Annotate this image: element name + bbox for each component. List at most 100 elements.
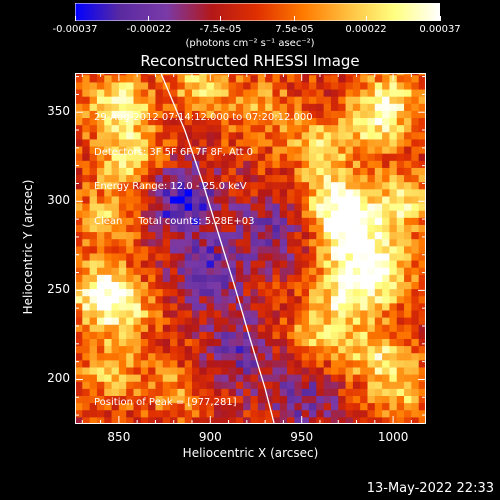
heatmap-cell (301, 281, 310, 290)
heatmap-cell (396, 153, 405, 161)
colorbar-tick-label: 0.00022 (345, 24, 387, 35)
heatmap-cell (111, 409, 120, 418)
heatmap-cell (382, 238, 390, 247)
heatmap-cell (213, 238, 222, 247)
heatmap-cell (330, 274, 339, 282)
heatmap-cell (75, 146, 83, 154)
heatmap-cell (118, 274, 127, 282)
heatmap-cell (96, 252, 105, 261)
heatmap-cell (184, 388, 193, 396)
heatmap-cell (96, 288, 105, 297)
heatmap-cell (367, 81, 376, 90)
heatmap-cell (418, 153, 426, 161)
heatmap-cell (104, 281, 113, 290)
heatmap-cell (257, 309, 266, 318)
heatmap-cell (330, 124, 339, 133)
heatmap-cell (316, 288, 325, 297)
heatmap-cell (89, 381, 98, 389)
heatmap-cell (199, 252, 208, 261)
heatmap-cell (199, 395, 208, 404)
heatmap-cell (235, 402, 244, 411)
heatmap-cell (250, 281, 259, 290)
heatmap-cell (250, 89, 259, 97)
heatmap-cell (404, 338, 412, 347)
heatmap-cell (404, 345, 412, 354)
heatmap-cell (111, 238, 120, 247)
heatmap-cell (279, 345, 288, 354)
heatmap-cell (345, 195, 354, 204)
heatmap-cell (104, 317, 113, 325)
heatmap-cell (367, 245, 376, 254)
heatmap-cell (118, 181, 127, 190)
heatmap-cell (126, 138, 134, 147)
heatmap-cell (352, 267, 361, 275)
heatmap-cell (338, 409, 347, 418)
heatmap-cell (374, 317, 383, 325)
heatmap-cell (126, 252, 134, 261)
heatmap-cell (294, 96, 303, 104)
heatmap-cell (382, 153, 390, 161)
heatmap-cell (111, 117, 120, 126)
heatmap-cell (140, 117, 149, 126)
heatmap-cell (82, 260, 91, 268)
heatmap-cell (316, 103, 325, 111)
heatmap-cell (382, 267, 390, 275)
heatmap-cell (192, 295, 200, 304)
heatmap-cell (199, 359, 208, 368)
heatmap-cell (382, 352, 390, 361)
heatmap-cell (404, 374, 412, 382)
heatmap-cell (228, 288, 237, 297)
heatmap-cell (243, 181, 251, 190)
heatmap-cell (352, 331, 361, 339)
heatmap-cell (133, 103, 142, 111)
heatmap-cell (82, 117, 91, 126)
heatmap-cell (213, 174, 222, 183)
heatmap-cell (199, 331, 208, 339)
heatmap-cell (96, 374, 105, 382)
colorbar-tick-mark (365, 16, 367, 21)
heatmap-cell (75, 81, 83, 90)
heatmap-cell (206, 124, 215, 133)
heatmap-cell (133, 402, 142, 411)
heatmap-cell (155, 338, 164, 347)
heatmap-cell (374, 252, 383, 261)
heatmap-cell (89, 409, 98, 418)
heatmap-cell (82, 409, 91, 418)
heatmap-cell (345, 181, 354, 190)
heatmap-cell (89, 195, 98, 204)
heatmap-cell (184, 146, 193, 154)
heatmap-cell (367, 309, 376, 318)
heatmap-cell (382, 188, 390, 197)
heatmap-cell (323, 267, 332, 275)
heatmap-cell (206, 188, 215, 197)
x-tick-label: 1000 (377, 430, 409, 444)
heatmap-cell (294, 366, 303, 375)
heatmap-cell (374, 345, 383, 354)
heatmap-cell (411, 103, 420, 111)
heatmap-cell (352, 352, 361, 361)
heatmap-cell (206, 331, 215, 339)
heatmap-cell (118, 302, 127, 311)
heatmap-cell (192, 117, 200, 126)
heatmap-cell (75, 181, 83, 190)
heatmap-cell (316, 409, 325, 418)
heatmap-cell (148, 117, 156, 126)
heatmap-cell (323, 260, 332, 268)
heatmap-cell (338, 131, 347, 140)
heatmap-cell (352, 110, 361, 119)
heatmap-cell (96, 138, 105, 147)
heatmap-cell (170, 74, 178, 83)
heatmap-cell (155, 288, 164, 297)
heatmap-cell (257, 188, 266, 197)
heatmap-cell (221, 74, 230, 83)
heatmap-cell (140, 345, 149, 354)
heatmap-cell (199, 388, 208, 396)
heatmap-cell (111, 324, 120, 332)
heatmap-cell (111, 288, 120, 297)
heatmap-cell (287, 260, 295, 268)
heatmap-cell (309, 267, 317, 275)
heatmap-cell (177, 224, 186, 233)
heatmap-cell (228, 324, 237, 332)
heatmap-cell (250, 317, 259, 325)
heatmap-cell (294, 324, 303, 332)
